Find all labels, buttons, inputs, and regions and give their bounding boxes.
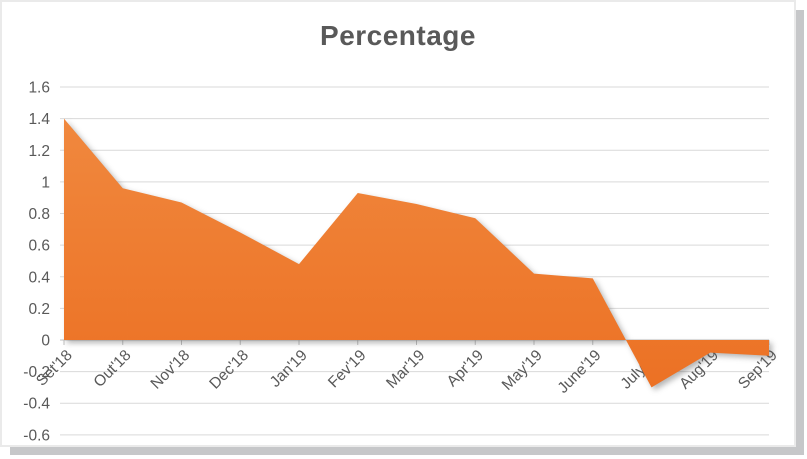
y-axis-label: 0.6 xyxy=(28,238,50,255)
x-axis-label: Jan'19 xyxy=(267,347,311,391)
y-axis-label: 0.2 xyxy=(28,301,50,318)
y-axis-label: 1.4 xyxy=(28,111,50,128)
y-axis-label: 0.8 xyxy=(28,206,50,223)
area-chart: Set'18 Out'18 Nov'18 Dec'18 Jan'19 Fev'19 Mar'… xyxy=(23,80,781,445)
y-axis-label: 1 xyxy=(41,174,50,191)
y-axis-label: -0.4 xyxy=(23,396,50,413)
y-axis-label: 1.2 xyxy=(28,143,50,160)
chart-title: Percentage xyxy=(320,20,476,51)
x-axis-label: Mar'19 xyxy=(383,347,428,392)
y-axis-label: 0.4 xyxy=(28,269,50,286)
y-axis-label: -0.6 xyxy=(23,427,50,444)
x-axis-label: Dec'18 xyxy=(206,347,252,393)
y-axis-labels: 1.6 1.4 1.2 1 0.8 0.6 0.4 0.2 0 -0.2 -0.4 -0.6 xyxy=(23,80,50,445)
x-axis-label: Nov'18 xyxy=(148,347,194,393)
x-axis-label: Fev'19 xyxy=(325,347,370,392)
x-axis-label: Apr'19 xyxy=(444,347,487,390)
y-axis-label: -0.2 xyxy=(23,364,50,381)
area-series xyxy=(64,118,769,388)
y-axis-label: 1.6 xyxy=(28,80,50,97)
chart-card: Percentage Set'18 Out'18 Nov'18 Dec'18 Jan'1… xyxy=(0,0,796,447)
x-axis-label: May'19 xyxy=(499,347,546,394)
y-axis-label: 0 xyxy=(41,333,50,350)
x-axis-label: Out'18 xyxy=(91,347,135,391)
